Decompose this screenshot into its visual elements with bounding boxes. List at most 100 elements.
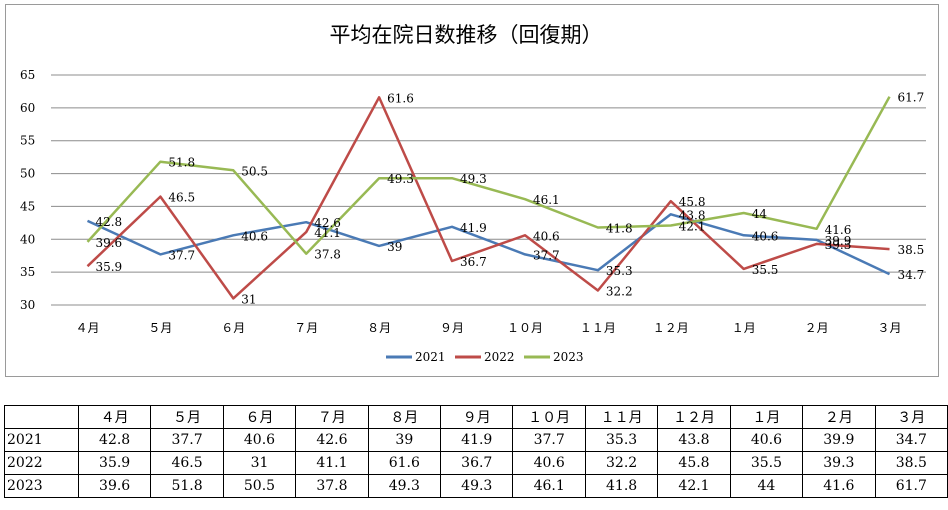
table-header-cell: ８月 [367, 405, 442, 429]
table-cell: 40.6 [512, 451, 586, 475]
x-tick-label: ７月 [294, 321, 318, 335]
table-cell: 31 [222, 451, 297, 475]
chart-frame: 平均在院日数推移（回復期） 30 35 40 45 50 55 60 65 ４月 ５月 ６月 ７月 ８… [5, 4, 939, 377]
data-label: 41.1 [314, 226, 341, 240]
table-row-header: 2022 [4, 451, 79, 475]
table-header-cell: ６月 [222, 405, 297, 429]
x-axis-ticks: ４月 ５月 ６月 ７月 ８月 ９月 １０月 １１月 １２月 １月 ２月 ３月 [75, 321, 901, 335]
table-cell: 39.6 [77, 474, 152, 498]
data-label: 43.8 [679, 208, 706, 222]
table-cell: 42.1 [657, 474, 731, 498]
data-label: 49.3 [387, 172, 414, 186]
table-cell: 44 [729, 474, 804, 498]
table-header-cell: ７月 [295, 405, 369, 429]
table-header-cell: ９月 [440, 405, 514, 429]
table-header-cell: ４月 [77, 405, 152, 429]
y-tick-label: 60 [20, 101, 35, 115]
series-line-2023 [86, 96, 891, 255]
data-label: 46.1 [533, 193, 560, 207]
data-label: 51.8 [168, 156, 195, 170]
table-cell: 35.5 [729, 451, 804, 475]
series-line-2021 [86, 213, 891, 276]
table-cell: 61.6 [367, 451, 442, 475]
data-label: 37.7 [533, 248, 560, 262]
data-label: 31 [241, 292, 256, 306]
series-line-2022 [86, 96, 890, 300]
x-tick-label: ９月 [440, 321, 464, 335]
table-header-cell: ３月 [874, 405, 948, 429]
table-cell: 35.9 [77, 451, 152, 475]
table-cell: 42.6 [295, 428, 369, 452]
data-label: 49.3 [460, 172, 487, 186]
data-label: 39 [387, 240, 402, 254]
data-label: 41.6 [825, 223, 852, 237]
table-row-header: 2021 [4, 428, 79, 452]
table-header-cell: １１月 [584, 405, 659, 429]
data-label: 46.5 [168, 191, 195, 205]
table-cell: 32.2 [584, 451, 659, 475]
table-row: 2022 35.9 46.5 31 41.1 61.6 36.7 40.6 32.2 45.8 35… [4, 451, 948, 475]
data-label: 38.5 [898, 243, 925, 257]
table-row-header: 2023 [4, 474, 79, 498]
data-label: 39.3 [825, 238, 852, 252]
data-table: ４月 ５月 ６月 ７月 ８月 ９月 １０月 １１月 １２月 １月 ２月 ３月 2021 42.8 37.7 4… [4, 405, 948, 498]
table-cell: 41.1 [295, 451, 369, 475]
x-tick-label: ２月 [805, 321, 829, 335]
legend-label: 2022 [484, 350, 515, 364]
table-cell: 40.6 [729, 428, 804, 452]
x-tick-label: ３月 [878, 321, 902, 335]
data-label: 42.8 [95, 215, 122, 229]
data-label: 32.2 [606, 285, 633, 299]
table-cell: 39.9 [802, 428, 876, 452]
data-label: 40.6 [241, 229, 268, 243]
table-cell: 35.3 [584, 428, 659, 452]
data-label: 35.9 [95, 260, 122, 274]
y-tick-label: 65 [20, 68, 35, 82]
table-cell: 50.5 [222, 474, 297, 498]
table-header-cell: ５月 [150, 405, 224, 429]
x-tick-label: ８月 [367, 321, 391, 335]
y-tick-label: 30 [20, 298, 35, 312]
line-chart: 平均在院日数推移（回復期） 30 35 40 45 50 55 60 65 ４月 ５月 ６月 ７月 ８… [20, 23, 926, 364]
table-cell: 34.7 [874, 428, 948, 452]
x-tick-label: １月 [732, 321, 756, 335]
data-label: 37.8 [314, 248, 341, 262]
table-cell: 39 [367, 428, 442, 452]
table-header-cell: １０月 [512, 405, 586, 429]
data-label: 42.6 [314, 216, 341, 230]
x-tick-label: ６月 [221, 321, 245, 335]
x-tick-label: １０月 [507, 321, 543, 335]
table-header-cell: ２月 [802, 405, 876, 429]
x-tick-label: １２月 [653, 321, 689, 335]
data-label: 39.6 [95, 236, 122, 250]
legend-label: 2021 [415, 350, 446, 364]
table-cell: 38.5 [874, 451, 948, 475]
data-label: 44 [752, 207, 768, 221]
data-label: 39.9 [825, 234, 852, 248]
table-cell: 49.3 [367, 474, 442, 498]
data-label: 35.5 [752, 263, 779, 277]
table-row: 2021 42.8 37.7 40.6 42.6 39 41.9 37.7 35.3 43.8 40… [4, 428, 948, 452]
data-label: 40.6 [533, 229, 560, 243]
table-header-cell: １２月 [657, 405, 731, 429]
table-row: 2023 39.6 51.8 50.5 37.8 49.3 49.3 46.1 41.8 42.1… [4, 474, 948, 498]
y-tick-label: 40 [20, 232, 35, 246]
table-cell: 51.8 [150, 474, 224, 498]
table-cell: 43.8 [657, 428, 731, 452]
data-label: 61.7 [898, 91, 925, 105]
table-cell: 49.3 [440, 474, 514, 498]
table-header-cell: １月 [729, 405, 804, 429]
table-cell: 42.8 [77, 428, 152, 452]
data-label: 50.5 [241, 164, 268, 178]
data-label: 45.8 [679, 195, 706, 209]
table-cell: 36.7 [440, 451, 514, 475]
table-cell: 61.7 [874, 474, 948, 498]
table-cell: 41.8 [584, 474, 659, 498]
data-label: 42.1 [679, 219, 706, 233]
data-labels: 42.8 37.7 40.6 42.6 39 41.9 37.7 35.3 43.8 40.6 39… [95, 91, 924, 307]
y-axis-ticks: 30 35 40 45 50 55 60 65 [20, 68, 35, 312]
y-tick-label: 55 [20, 134, 35, 148]
data-label: 36.7 [460, 255, 487, 269]
table-corner-cell [4, 405, 79, 429]
data-label: 41.8 [606, 221, 633, 235]
